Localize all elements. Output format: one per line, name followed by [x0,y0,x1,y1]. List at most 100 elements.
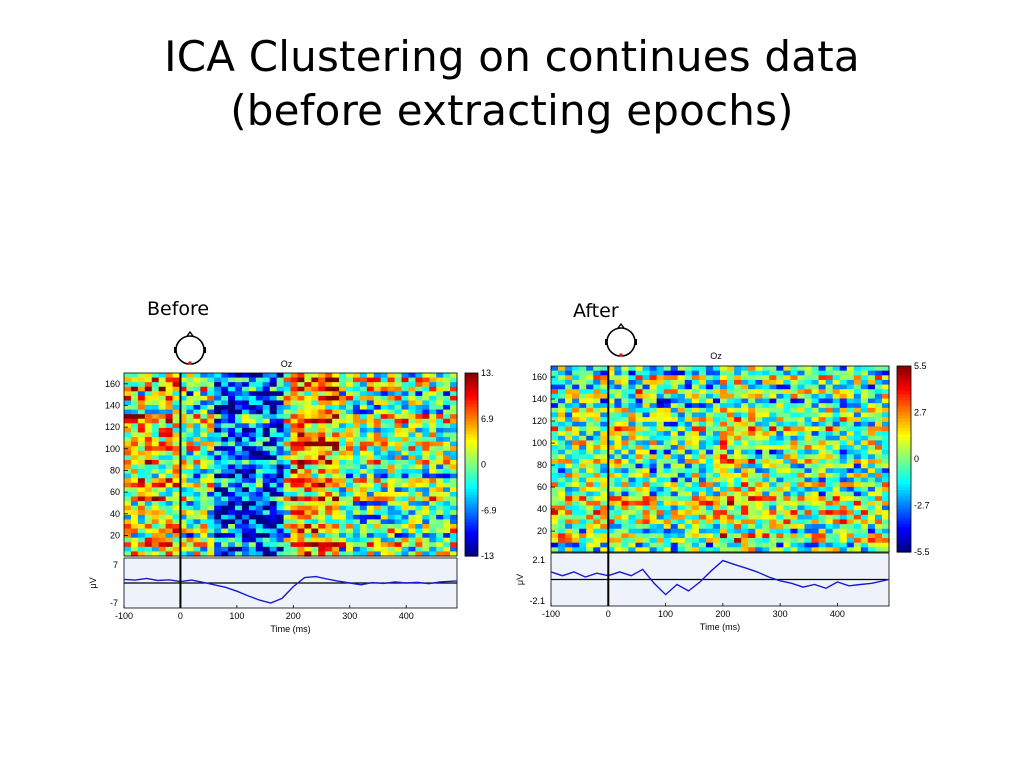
heatmap-cell [332,441,340,447]
heatmap-cell [614,398,623,404]
heatmap-cell [748,421,756,428]
heatmap-cell [276,377,285,383]
heatmap-cell [558,366,566,372]
heatmap-ytick-label: 40 [110,509,120,519]
heatmap-cell [579,403,587,409]
heatmap-cell [663,431,672,437]
heatmap-cell [318,446,326,452]
heatmap-cell [346,400,354,406]
heatmap-cell [839,370,848,376]
heatmap-cell [262,473,271,479]
heatmap-cell [656,459,665,465]
heatmap-cell [860,514,869,521]
heatmap-cell [366,542,375,548]
heatmap-cell [359,373,368,379]
heatmap-cell [339,377,347,383]
heatmap-cell [621,542,630,548]
heatmap-cell [846,547,855,553]
heatmap-cell [172,473,181,479]
heatmap-cell [158,418,167,424]
heatmap-cell [712,412,721,418]
heatmap-cell [394,441,403,447]
heatmap-cell [235,409,243,415]
heatmap-cell [621,398,630,404]
heatmap-cell [387,542,396,548]
heatmap-cell [565,431,573,437]
heatmap-cell [825,389,834,395]
heatmap-cell [783,468,792,474]
heatmap-cell [698,514,707,521]
heatmap-cell [579,528,587,534]
heatmap-cell [179,464,188,470]
heatmap-cell [221,373,229,379]
colorbar-segment [897,539,911,544]
heatmap-cell [408,519,416,525]
heatmap-cell [207,382,215,388]
heatmap-cell [832,393,841,400]
heatmap-cell [124,409,132,415]
head-icon [606,327,636,357]
heatmap-cell [558,514,566,521]
heatmap-cell [607,500,615,507]
heatmap-cell [874,500,883,507]
heatmap-cell [776,505,784,511]
heatmap-cell [429,542,437,548]
heatmap-cell [705,472,714,479]
heatmap-cell [290,437,299,443]
heatmap-cell [415,382,423,388]
heatmap-cell [691,477,700,483]
heatmap-cell [684,370,693,376]
heatmap-cell [366,459,375,466]
heatmap-cell [874,384,883,390]
heatmap-cell [228,423,236,429]
heatmap-cell [297,391,305,397]
heatmap-cell [200,423,208,429]
heatmap-cell [712,440,721,446]
heatmap-cell [846,482,855,488]
heatmap-cell [839,459,848,465]
heatmap-cell [429,505,437,511]
heatmap-cell [387,373,396,379]
heatmap-cell [436,441,444,447]
heatmap-cell [811,426,820,432]
heatmap-cell [346,546,354,553]
heatmap-cell [762,366,770,372]
head-ear-left [605,339,608,345]
heatmap-cell [790,542,799,548]
heatmap-cell [642,407,651,414]
heatmap-cell [769,538,777,544]
heatmap-cell [684,449,693,455]
heatmap-cell [874,477,883,483]
erp-trace [550,559,890,596]
heatmap-cell [565,407,573,414]
heatmap-cell [130,405,139,411]
heatmap-cell [558,477,566,483]
heatmap-cell [255,395,264,402]
colorbar-tick-label: -2.7 [914,501,930,511]
heatmap-cell [797,459,806,465]
heatmap-cell [614,524,623,530]
heatmap-cell [677,407,686,414]
heatmap-cell [346,459,354,466]
heatmap-cell [677,403,686,409]
heatmap-cell [186,446,194,452]
heatmap-cell [130,414,139,420]
heatmap-cell [867,472,876,479]
heatmap-cell [586,486,594,493]
heatmap-cell [151,523,160,530]
heatmap-cell [586,431,594,437]
heatmap-cell [621,514,630,521]
heatmap-cell [762,379,770,386]
heatmap-cell [727,533,735,539]
heatmap-cell [593,524,601,530]
heatmap-cell [290,373,299,379]
heatmap-cell [579,542,587,548]
heatmap-cell [436,455,444,461]
colorbar-segment [465,376,478,380]
heatmap-cell [124,519,132,525]
heatmap-cell [241,446,250,452]
heatmap-cell [373,496,382,502]
heatmap-cell [656,421,665,428]
heatmap-cell [839,403,848,409]
heatmap-cell [579,477,587,483]
